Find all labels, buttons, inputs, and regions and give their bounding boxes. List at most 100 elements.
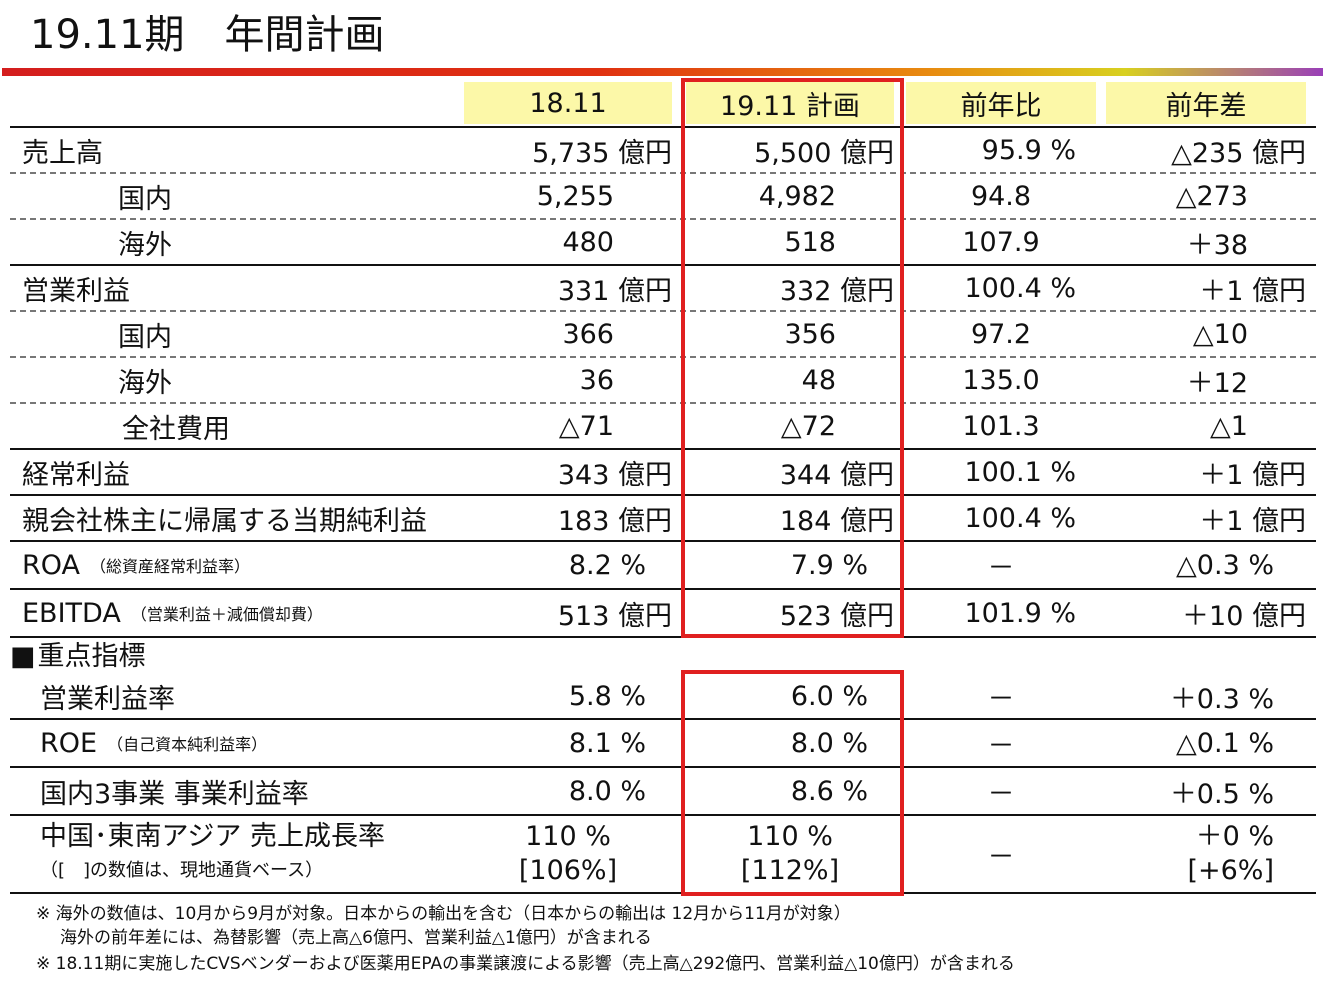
cell-19-11: 110 % [112%] (686, 816, 894, 892)
row-label: 中国･東南アジア 売上成長率 （[ ]の数値は、現地通貨ベース） (40, 816, 385, 892)
table-row: ROE （自己資本純利益率） 8.1 % 8.0 % － △0.1 % (10, 720, 1316, 768)
cell-diff: ＋0.5 % (1169, 778, 1274, 810)
cell-18-11: 331 億円 (557, 275, 672, 307)
cell-ratio: 107.9 (962, 226, 1040, 258)
cell-diff: ＋38 (1186, 229, 1248, 261)
row-label: 営業利益率 (40, 683, 175, 715)
cell-19-11: 7.9 % (790, 549, 868, 581)
cell-ratio: － (987, 841, 1015, 873)
table-row: 国内 366 356 97.2 △10 (10, 312, 1316, 358)
cell-19-11: 344 億円 (779, 459, 894, 491)
cell-18-11: 480 (562, 226, 614, 258)
cell-diff: △235 億円 (1171, 137, 1306, 169)
cell-18-11-value: 110 % (525, 821, 611, 852)
cell-diff: △0.3 % (1176, 549, 1274, 581)
cell-diff: △1 (1210, 410, 1248, 442)
roe-label: ROE (40, 727, 98, 759)
cell-18-11: 110 % [106%] (464, 816, 672, 892)
footnote-1: ※ 海外の数値は、10月から9月が対象。日本からの輸出を含む（日本からの輸出は … (36, 904, 851, 924)
page-title: 19.11期 年間計画 (30, 12, 385, 58)
row-label: EBITDA （営業利益＋減価償却費） (22, 590, 323, 636)
cell-18-11: △71 (558, 410, 614, 442)
cell-ratio: 100.4 % (964, 502, 1076, 534)
row-label: 国内3事業 事業利益率 (40, 778, 309, 810)
footnote-3: ※ 18.11期に実施したCVSベンダーおよび医薬用EPAの事業譲渡による影響（… (36, 954, 1015, 974)
cell-ratio: － (987, 778, 1015, 810)
row-label: ROE （自己資本純利益率） (40, 720, 267, 766)
cell-18-11: 343 億円 (557, 459, 672, 491)
cell-ratio: 95.9 % (981, 134, 1076, 166)
cell-diff: ＋1 億円 (1199, 459, 1306, 491)
cell-19-11: 184 億円 (779, 505, 894, 537)
plan-highlight-box (681, 78, 904, 638)
row-label: 全社費用 (122, 413, 230, 445)
cell-ratio: － (987, 730, 1015, 762)
cell-diff: ＋0.3 % (1169, 683, 1274, 715)
cell-18-11-local: [106%] (518, 855, 618, 886)
cell-diff: △10 (1192, 318, 1248, 350)
cell-ratio: 100.1 % (964, 456, 1076, 488)
cell-diff: △0.1 % (1176, 727, 1274, 759)
cell-18-11: 36 (579, 364, 614, 396)
table-row: 海外 480 518 107.9 ＋38 (10, 220, 1316, 266)
cell-diff: ＋0 % [+6%] (1106, 816, 1306, 892)
cell-19-11: 356 (784, 318, 836, 350)
row-label: 国内 (118, 321, 172, 353)
table-row: 中国･東南アジア 売上成長率 （[ ]の数値は、現地通貨ベース） 110 % [… (10, 816, 1316, 894)
cell-18-11: 513 億円 (557, 600, 672, 632)
cell-diff: ＋10 億円 (1182, 600, 1306, 632)
roa-label: ROA (22, 549, 81, 581)
cell-19-11: 48 (801, 364, 836, 396)
cell-ratio: － (987, 552, 1015, 584)
cell-diff: ＋12 (1186, 367, 1248, 399)
header-yoy-ratio: 前年比 (906, 82, 1096, 124)
table-row: 経常利益 343 億円 344 億円 100.1 % ＋1 億円 (10, 450, 1316, 496)
row-label: 国内 (118, 183, 172, 215)
table-row: 海外 36 48 135.0 ＋12 (10, 358, 1316, 404)
table-row: 全社費用 △71 △72 101.3 △1 (10, 404, 1316, 450)
cell-ratio: 97.2 (970, 318, 1032, 350)
row-label: 営業利益 (22, 275, 130, 307)
header-18-11: 18.11 (464, 82, 672, 124)
table-header: 18.11 19.11 計画 前年比 前年差 (10, 78, 1316, 128)
cell-19-11: 4,982 (758, 180, 836, 212)
table-row: 営業利益率 5.8 % 6.0 % － ＋0.3 % (10, 674, 1316, 720)
cell-19-11: 518 (784, 226, 836, 258)
row-label: 経常利益 (22, 459, 130, 491)
cell-19-11: △72 (780, 410, 836, 442)
cell-diff-local: [+6%] (1187, 855, 1274, 886)
footnote-2: 海外の前年差には、為替影響（売上高△6億円、営業利益△1億円）が含まれる (60, 928, 652, 948)
cell-diff: ＋1 億円 (1199, 505, 1306, 537)
row-label: ROA （総資産経常利益率） (22, 542, 250, 588)
roe-sublabel: （自己資本純利益率） (107, 735, 268, 754)
cell-18-11: 8.0 % (568, 775, 646, 807)
title-underline (2, 68, 1323, 76)
cell-19-11: 8.0 % (790, 727, 868, 759)
kpi-section-title: 重点指標 (10, 640, 146, 674)
cell-diff: ＋1 億円 (1199, 275, 1306, 307)
cell-19-11-value: 110 % (747, 821, 833, 852)
cell-18-11: 8.2 % (568, 549, 646, 581)
cell-ratio: 101.9 % (964, 597, 1076, 629)
cell-ratio: － (987, 683, 1015, 715)
growth-label: 中国･東南アジア 売上成長率 (40, 821, 386, 852)
cell-18-11: 366 (562, 318, 614, 350)
cell-19-11: 5,500 億円 (754, 137, 894, 169)
cell-diff: △273 (1175, 180, 1248, 212)
cell-ratio: 94.8 (970, 180, 1032, 212)
cell-18-11: 183 億円 (557, 505, 672, 537)
cell-ratio: 135.0 (962, 364, 1040, 396)
cell-18-11: 5,735 億円 (532, 137, 672, 169)
row-label: 海外 (118, 367, 172, 399)
header-yoy-diff: 前年差 (1106, 82, 1306, 124)
cell-diff-value: ＋0 % (1195, 821, 1274, 852)
kpi-plan-highlight-box (681, 670, 904, 896)
table-row: 親会社株主に帰属する当期純利益 183 億円 184 億円 100.4 % ＋1… (10, 496, 1316, 542)
growth-sublabel: （[ ]の数値は、現地通貨ベース） (40, 860, 324, 881)
row-label: 親会社株主に帰属する当期純利益 (22, 505, 427, 537)
cell-19-11: 8.6 % (790, 775, 868, 807)
cell-19-11-local: [112%] (740, 855, 840, 886)
table-row: ROA （総資産経常利益率） 8.2 % 7.9 % － △0.3 % (10, 542, 1316, 590)
ebitda-label: EBITDA (22, 597, 121, 629)
ebitda-sublabel: （営業利益＋減価償却費） (130, 605, 323, 624)
